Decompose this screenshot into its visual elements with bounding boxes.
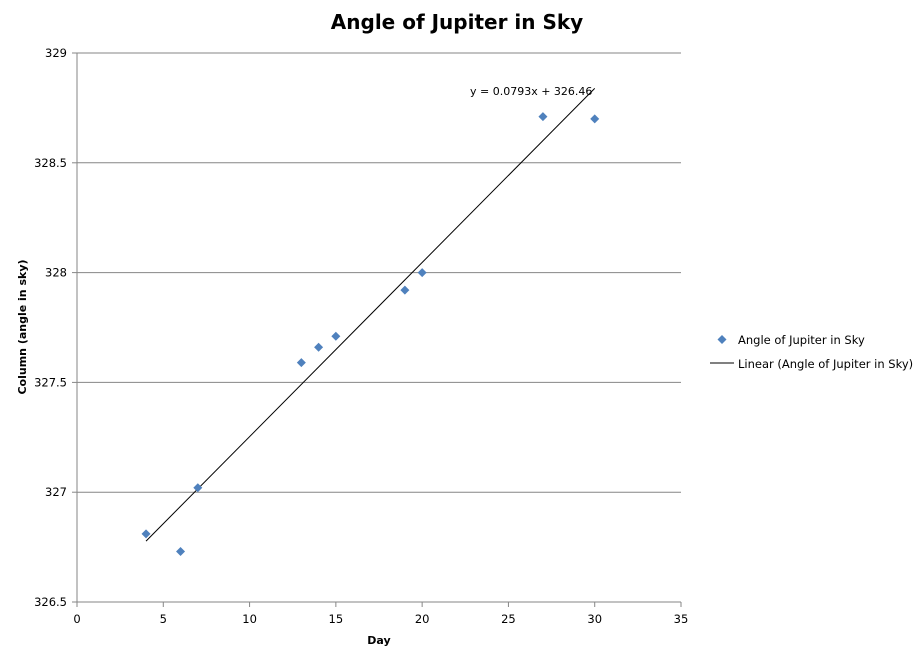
legend-trendline-label: Linear (Angle of Jupiter in Sky) bbox=[738, 357, 913, 371]
x-axis-title: Day bbox=[367, 634, 390, 647]
data-point bbox=[314, 342, 324, 352]
data-point bbox=[193, 483, 203, 493]
x-tick-label: 5 bbox=[160, 612, 167, 626]
legend: Angle of Jupiter in Sky Linear (Angle of… bbox=[710, 333, 913, 371]
x-axis-ticks: 0 5 10 15 20 25 30 35 bbox=[73, 602, 688, 626]
data-point bbox=[400, 285, 410, 295]
legend-diamond-icon bbox=[717, 335, 727, 344]
y-axis-title: Column (angle in sky) bbox=[16, 259, 29, 394]
y-tick-label: 327 bbox=[45, 485, 67, 499]
x-tick-label: 30 bbox=[587, 612, 602, 626]
chart-title: Angle of Jupiter in Sky bbox=[331, 10, 583, 34]
y-tick-label: 328.5 bbox=[34, 156, 67, 170]
y-tick-label: 329 bbox=[45, 46, 67, 60]
x-tick-label: 15 bbox=[329, 612, 344, 626]
trendline-linear bbox=[145, 88, 596, 542]
x-tick-label: 0 bbox=[73, 612, 80, 626]
y-tick-label: 327.5 bbox=[34, 375, 67, 389]
data-point bbox=[538, 112, 548, 122]
data-point bbox=[331, 331, 341, 341]
x-tick-label: 25 bbox=[501, 612, 516, 626]
data-point bbox=[590, 114, 600, 124]
trendline-equation: y = 0.0793x + 326.46 bbox=[470, 85, 592, 98]
data-point bbox=[417, 268, 427, 278]
data-point bbox=[296, 358, 306, 368]
data-point bbox=[176, 546, 186, 556]
x-tick-label: 20 bbox=[415, 612, 430, 626]
y-tick-label: 328 bbox=[45, 266, 67, 280]
data-points bbox=[141, 112, 600, 556]
legend-series-label: Angle of Jupiter in Sky bbox=[738, 333, 865, 347]
y-axis-ticks: 326.5 327 327.5 328 328.5 329 bbox=[34, 46, 77, 609]
x-tick-label: 10 bbox=[242, 612, 257, 626]
data-point bbox=[141, 529, 151, 539]
y-tick-label: 326.5 bbox=[34, 595, 67, 609]
x-tick-label: 35 bbox=[674, 612, 689, 626]
gridlines bbox=[77, 52, 681, 493]
